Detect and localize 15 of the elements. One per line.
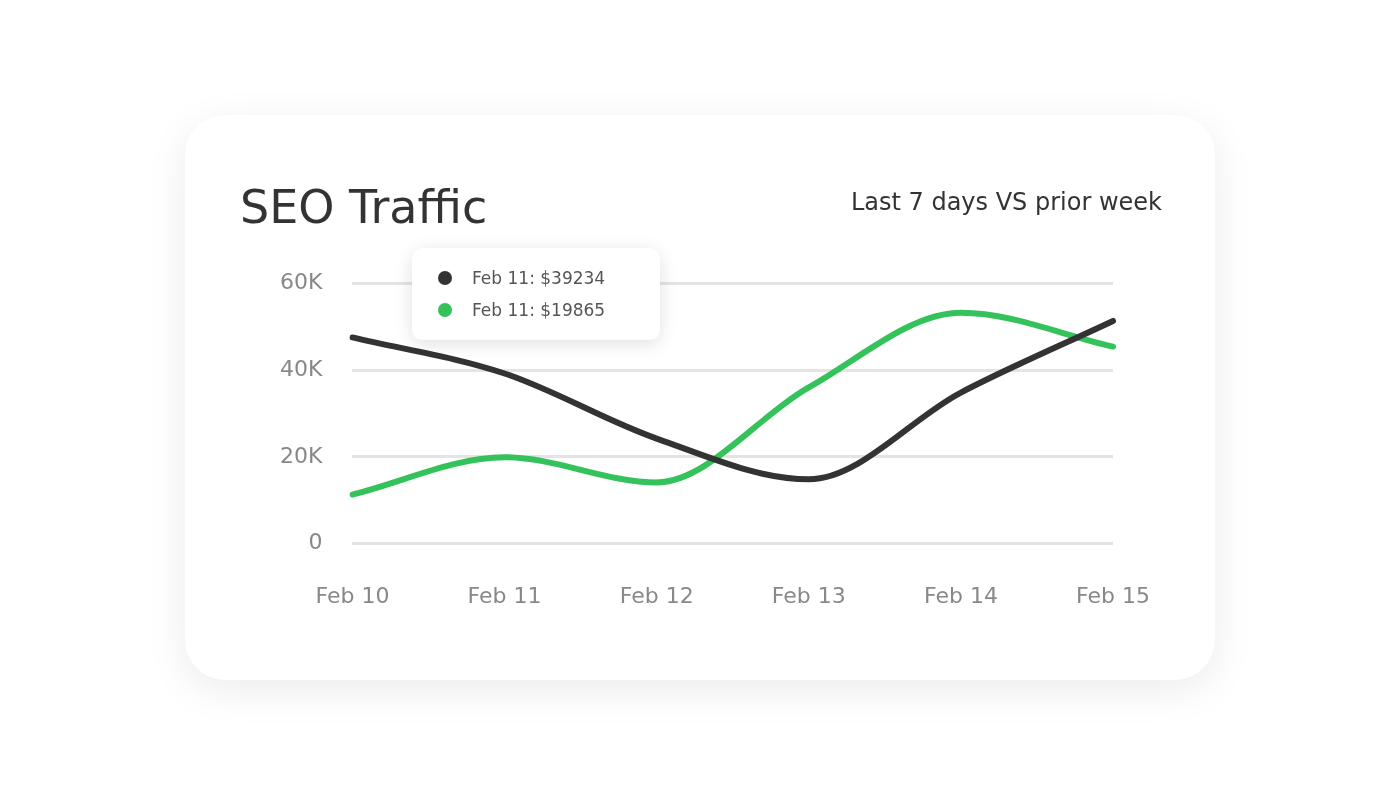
chart-subtitle: Last 7 days VS prior week <box>850 188 1162 216</box>
y-tick-label: 40K <box>280 355 323 381</box>
y-tick-label: 20K <box>280 442 323 468</box>
y-tick-label: 0 <box>308 529 323 555</box>
x-tick-label: Feb 10 <box>315 582 390 608</box>
annotation: Feb 11: $39234 <box>472 268 606 288</box>
x-tick-label: Feb 15 <box>1076 582 1151 608</box>
chart-title: SEO Traffic <box>240 180 488 234</box>
tooltip-box: Feb 11: $39234 Feb 11: $19865 <box>412 248 660 340</box>
x-tick-label: Feb 14 <box>923 582 998 608</box>
annotation: Feb 11: $19865 <box>472 300 606 320</box>
x-tick-label: Feb 13 <box>771 582 846 608</box>
x-tick-label: Feb 12 <box>619 582 694 608</box>
x-tick-label: Feb 11 <box>467 582 542 608</box>
y-tick-label: 60K <box>280 268 323 294</box>
